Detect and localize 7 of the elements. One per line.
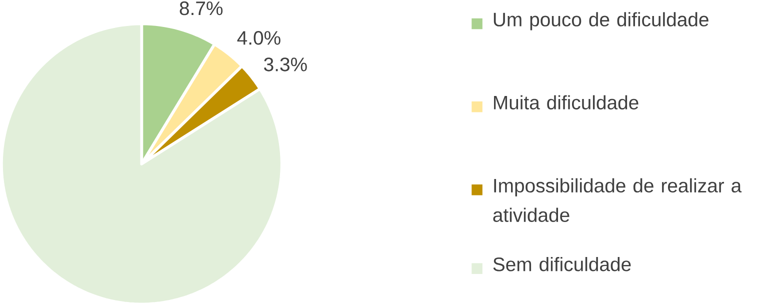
data-label: 4.0% bbox=[237, 31, 280, 45]
data-label: 8.7% bbox=[180, 2, 223, 16]
data-label: 3.3% bbox=[264, 58, 307, 72]
legend-label: Sem dificuldade bbox=[493, 257, 631, 272]
legend-label: Um pouco de dificuldade bbox=[494, 12, 708, 30]
legend-label: Impossibilidade de realizar a atividade bbox=[493, 178, 742, 222]
legend-label: Muita dificuldade bbox=[494, 95, 638, 110]
